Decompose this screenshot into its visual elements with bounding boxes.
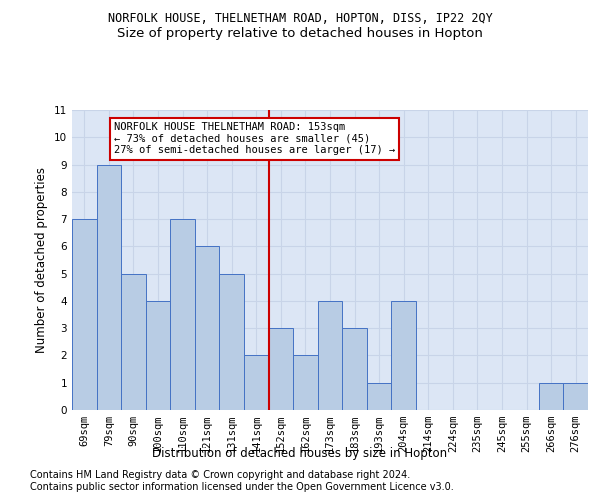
Bar [146, 301, 170, 410]
Bar [318, 301, 342, 410]
Bar [563, 382, 588, 410]
Bar [244, 356, 269, 410]
Bar [391, 301, 416, 410]
Bar [97, 164, 121, 410]
Bar [220, 274, 244, 410]
Bar [293, 356, 318, 410]
Bar [367, 382, 391, 410]
Bar [121, 274, 146, 410]
Y-axis label: Number of detached properties: Number of detached properties [35, 167, 49, 353]
Bar [195, 246, 220, 410]
Bar [170, 219, 195, 410]
Text: Contains public sector information licensed under the Open Government Licence v3: Contains public sector information licen… [30, 482, 454, 492]
Text: Contains HM Land Registry data © Crown copyright and database right 2024.: Contains HM Land Registry data © Crown c… [30, 470, 410, 480]
Bar [269, 328, 293, 410]
Text: NORFOLK HOUSE THELNETHAM ROAD: 153sqm
← 73% of detached houses are smaller (45)
: NORFOLK HOUSE THELNETHAM ROAD: 153sqm ← … [114, 122, 395, 156]
Bar [72, 219, 97, 410]
Bar [539, 382, 563, 410]
Text: NORFOLK HOUSE, THELNETHAM ROAD, HOPTON, DISS, IP22 2QY: NORFOLK HOUSE, THELNETHAM ROAD, HOPTON, … [107, 12, 493, 26]
Text: Size of property relative to detached houses in Hopton: Size of property relative to detached ho… [117, 28, 483, 40]
Text: Distribution of detached houses by size in Hopton: Distribution of detached houses by size … [152, 448, 448, 460]
Bar [342, 328, 367, 410]
